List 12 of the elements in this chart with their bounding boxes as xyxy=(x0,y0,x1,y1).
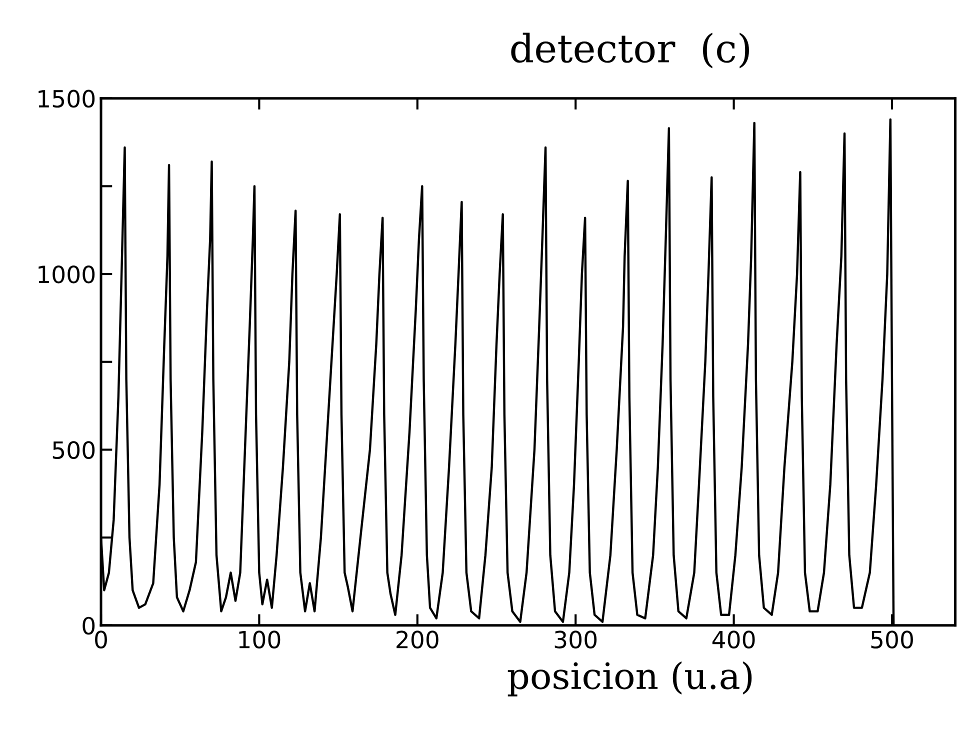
x-tick-label: 200 xyxy=(396,630,438,649)
x-tick-label: 100 xyxy=(239,630,280,649)
y-tick-label: 1500 xyxy=(38,90,95,108)
x-tick-label: 300 xyxy=(554,630,597,649)
y-tick-label: 0 xyxy=(82,616,95,635)
x-tick-label: 400 xyxy=(712,630,755,649)
x-tick-label: 500 xyxy=(871,630,913,649)
x-axis-title: posicion (u.a) xyxy=(508,661,752,696)
y-tick-label: 1000 xyxy=(38,265,95,284)
x-tick-label: 0 xyxy=(95,630,107,649)
y-tick-label: 500 xyxy=(52,441,95,460)
chart-title: detector (c) xyxy=(511,32,749,68)
